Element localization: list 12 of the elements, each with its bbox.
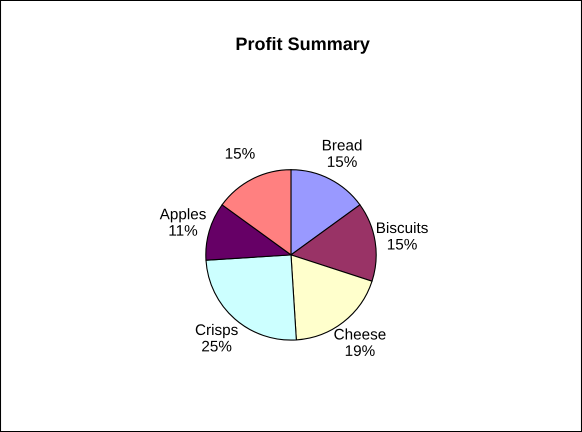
slice-label: Bread (322, 139, 362, 151)
slice-label: Cheese (334, 328, 386, 340)
slice-label: Biscuits (377, 222, 428, 234)
data-label: 15% (388, 238, 417, 250)
data-label: 19% (346, 345, 375, 356)
data-label: 15% (226, 148, 255, 159)
data-label: 15% (328, 156, 357, 168)
slice-label: Crisps (196, 324, 238, 338)
slice-label: Apples (160, 208, 206, 222)
data-label: 25% (202, 340, 232, 352)
data-label: 11% (169, 225, 198, 236)
chart-title: Profit Summary (236, 36, 370, 54)
